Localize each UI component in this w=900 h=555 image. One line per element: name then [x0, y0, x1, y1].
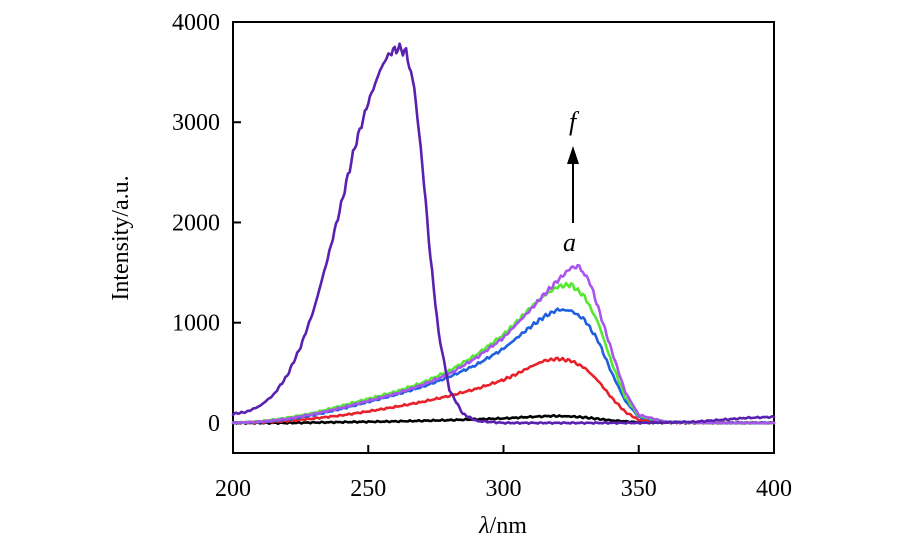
series-line-5 [231, 263, 776, 425]
x-tick-label: 350 [621, 476, 657, 502]
series-group [231, 42, 776, 426]
x-axis-title: λ/nm [478, 513, 527, 539]
x-axis-title-symbol: λ [478, 513, 489, 539]
y-tick-label: 0 [208, 411, 220, 437]
plot-frame [232, 21, 775, 454]
annotation-arrow-head [567, 146, 579, 164]
x-tick-label: 200 [215, 476, 251, 502]
y-tick-label: 3000 [172, 110, 220, 136]
y-tick-label: 2000 [172, 210, 220, 236]
x-tick-label: 300 [486, 476, 522, 502]
annotation-label-f: f [569, 107, 580, 136]
y-tick-label: 1000 [172, 311, 220, 337]
series-line-6 [231, 42, 776, 426]
y-tick-label: 4000 [172, 10, 220, 36]
annotation-arrow-group: f a [563, 107, 580, 257]
x-tick-label: 250 [350, 476, 386, 502]
x-tick-label: 400 [756, 476, 792, 502]
x-axis-title-unit: /nm [490, 513, 528, 539]
annotation-label-a: a [563, 228, 576, 257]
y-axis-title: Intensity/a.u. [108, 175, 134, 300]
series-line-3 [231, 307, 776, 425]
